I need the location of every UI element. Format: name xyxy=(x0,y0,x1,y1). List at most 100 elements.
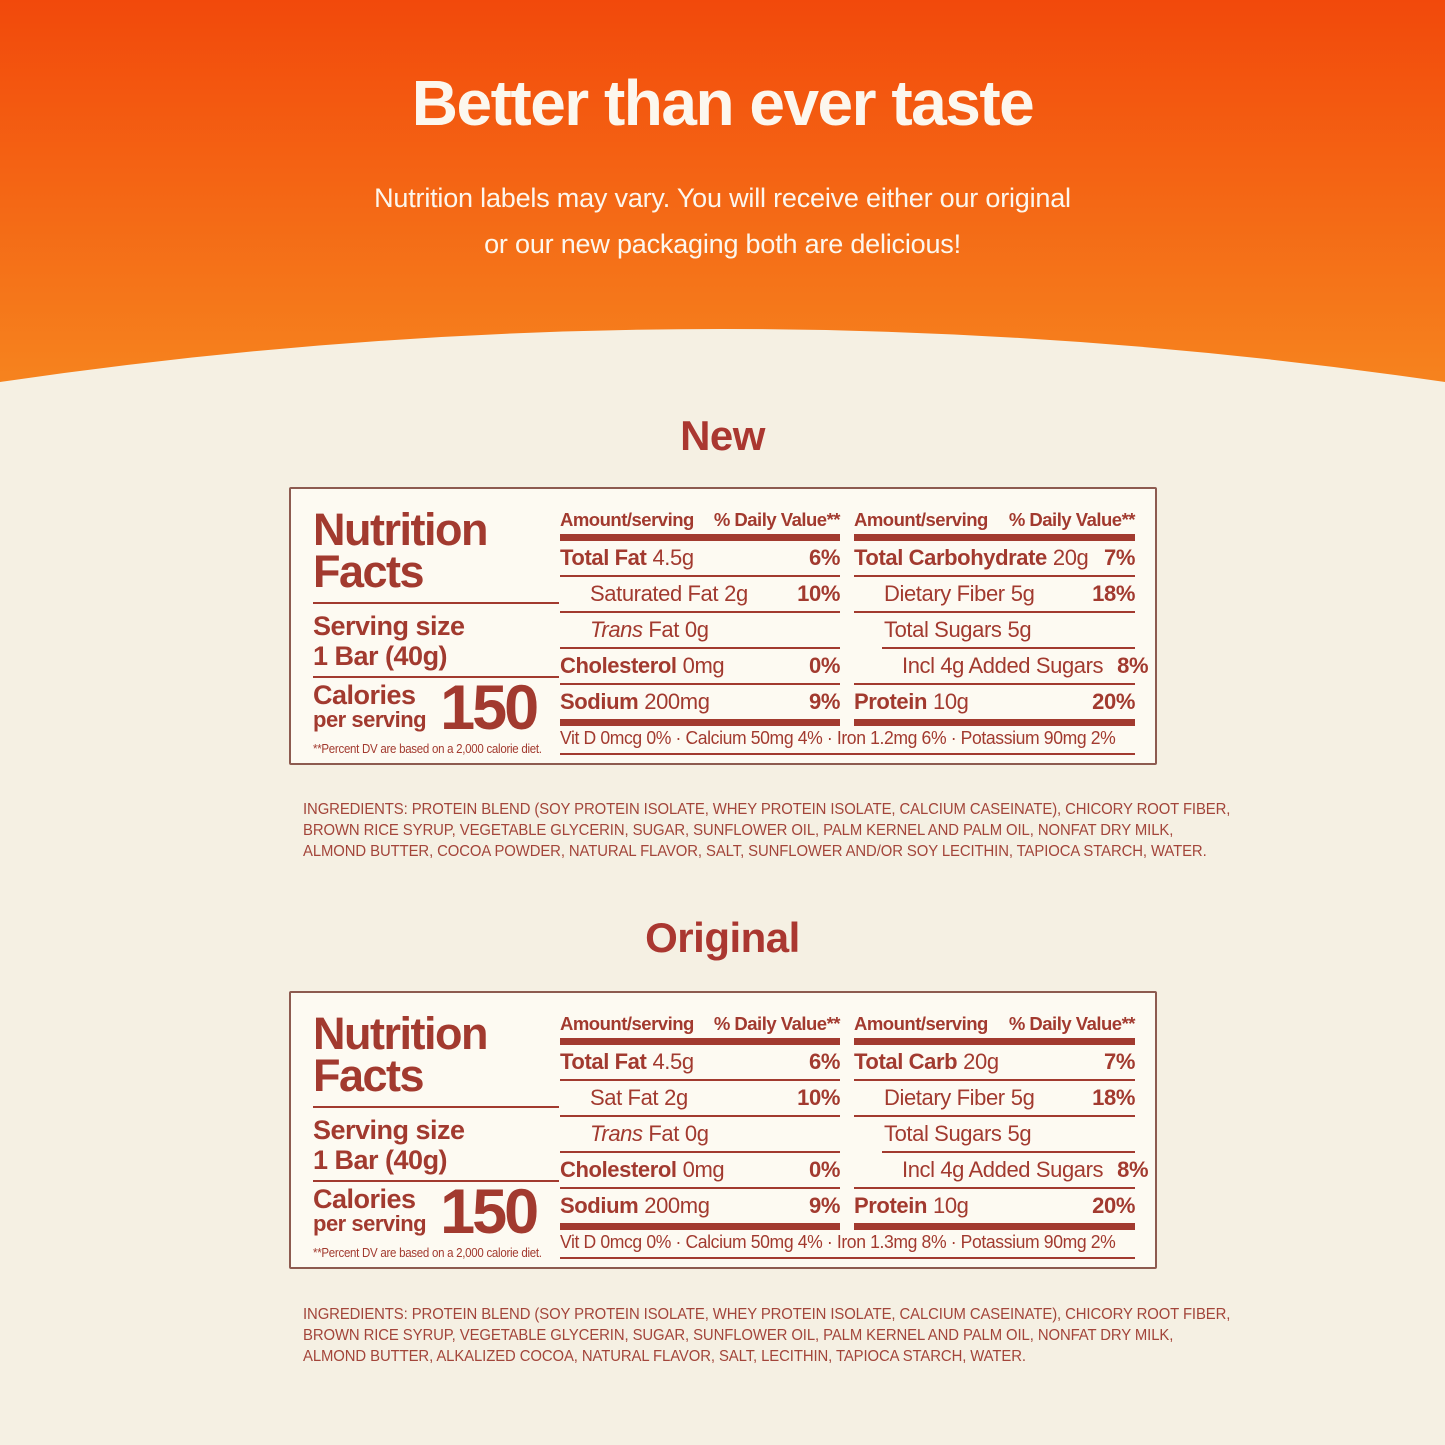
nutrition-row-sodium: Sodium 200mg 9% xyxy=(560,689,840,714)
amount-header: Amount/serving xyxy=(560,1013,694,1034)
serving-size-label: Serving size xyxy=(313,611,465,641)
daily-value-header: % Daily Value** xyxy=(713,1013,841,1034)
row-separator xyxy=(854,1079,1135,1081)
thick-bar xyxy=(854,1038,1135,1045)
percent-dv-footnote: **Percent DV are based on a 2,000 calori… xyxy=(313,742,542,756)
row-separator xyxy=(854,575,1135,577)
daily-value-header: % Daily Value** xyxy=(713,509,841,530)
nutrition-row-added-sugars: Incl 4g Added Sugars 8% xyxy=(902,1157,1149,1182)
subtitle-line-1: Nutrition labels may vary. You will rece… xyxy=(374,183,1071,213)
nutrition-row-total-sugars: Total Sugars 5g xyxy=(884,617,1032,642)
row-separator xyxy=(882,647,1135,649)
serving-size-value: 1 Bar (40g) xyxy=(313,641,448,671)
micronutrients-line: Vit D 0mcg 0% · Calcium 50mg 4% · Iron 1… xyxy=(560,1231,1116,1252)
row-separator xyxy=(560,647,840,649)
nutrition-facts-panel-original: Nutrition Facts Serving size 1 Bar (40g)… xyxy=(289,991,1157,1269)
section-heading-new: New xyxy=(680,412,765,459)
amount-header: Amount/serving xyxy=(854,509,988,530)
nutrition-facts-title-line1: Nutrition xyxy=(313,504,488,555)
nutrition-facts-title-line2: Facts xyxy=(313,1050,425,1101)
ingredients-line: ALMOND BUTTER, ALKALIZED COCOA, NATURAL … xyxy=(303,1348,1026,1365)
nutrition-row-saturated-fat: Saturated Fat 2g 10% xyxy=(590,581,840,606)
column-header: Amount/serving % Daily Value** xyxy=(854,509,1136,531)
ingredients-line: BROWN RICE SYRUP, VEGETABLE GLYCERIN, SU… xyxy=(303,822,1174,839)
calories-label-line2: per serving xyxy=(313,707,427,732)
thick-bar xyxy=(854,1223,1135,1230)
row-separator xyxy=(560,683,840,685)
row-separator xyxy=(560,575,840,577)
divider-line xyxy=(560,753,1135,755)
thick-bar xyxy=(560,1038,840,1045)
nutrition-facts-title-line1: Nutrition xyxy=(313,1008,488,1059)
serving-size-label: Serving size xyxy=(313,1115,465,1145)
nutrition-row-cholesterol: Cholesterol 0mg 0% xyxy=(560,653,840,678)
calories-label-line2: per serving xyxy=(313,1211,427,1236)
row-separator xyxy=(854,1187,1135,1189)
thick-bar xyxy=(854,719,1135,726)
subtitle-line-2: or our new packaging both are delicious! xyxy=(484,229,961,259)
nutrition-row-total-sugars: Total Sugars 5g xyxy=(884,1121,1032,1146)
nutrition-row-cholesterol: Cholesterol 0mg 0% xyxy=(560,1157,840,1182)
amount-header: Amount/serving xyxy=(560,509,694,530)
nutrition-row-total-fat: Total Fat 4.5g 6% xyxy=(560,545,840,570)
calories-row: Calories per serving 150 xyxy=(313,1177,559,1247)
divider-line xyxy=(560,1257,1135,1259)
ingredients-line: BROWN RICE SYRUP, VEGETABLE GLYCERIN, SU… xyxy=(303,1327,1174,1344)
nutrient-column-right: Amount/serving % Daily Value** Total Car… xyxy=(854,509,1149,726)
nutrition-row-protein: Protein 10g 20% xyxy=(854,1193,1135,1218)
nutrition-facts-title: Nutrition Facts xyxy=(313,1008,559,1101)
nutrient-column-right: Amount/serving % Daily Value** Total Car… xyxy=(854,1013,1149,1230)
column-header: Amount/serving % Daily Value** xyxy=(560,509,841,531)
nutrient-column-left: Amount/serving % Daily Value** Total Fat… xyxy=(560,509,841,726)
thick-bar xyxy=(854,534,1135,541)
percent-dv-footnote: **Percent DV are based on a 2,000 calori… xyxy=(313,1246,542,1260)
calories-value: 150 xyxy=(440,673,539,743)
nutrition-row-trans-fat: Trans Fat 0g xyxy=(590,617,709,642)
ingredients-new: INGREDIENTS: PROTEIN BLEND (SOY PROTEIN … xyxy=(303,799,1231,862)
row-separator xyxy=(882,1151,1135,1153)
amount-header: Amount/serving xyxy=(854,1013,988,1034)
nutrition-row-dietary-fiber: Dietary Fiber 5g 18% xyxy=(884,581,1135,606)
calories-label-line1: Calories xyxy=(313,1184,416,1214)
daily-value-header: % Daily Value** xyxy=(1008,509,1136,530)
row-separator xyxy=(854,1115,1135,1117)
micronutrients-line: Vit D 0mcg 0% · Calcium 50mg 4% · Iron 1… xyxy=(560,727,1116,748)
divider-line xyxy=(313,1106,559,1108)
nutrition-row-dietary-fiber: Dietary Fiber 5g 18% xyxy=(884,1085,1135,1110)
label-info-column: Nutrition Facts Serving size 1 Bar (40g)… xyxy=(313,501,559,756)
hero-curve xyxy=(0,0,1445,382)
row-separator xyxy=(854,611,1135,613)
serving-size-value: 1 Bar (40g) xyxy=(313,1145,448,1175)
ingredients-line: ALMOND BUTTER, COCOA POWDER, NATURAL FLA… xyxy=(303,843,1207,860)
daily-value-header: % Daily Value** xyxy=(1008,1013,1136,1034)
ingredients-line: INGREDIENTS: PROTEIN BLEND (SOY PROTEIN … xyxy=(303,801,1231,818)
nutrition-row-added-sugars: Incl 4g Added Sugars 8% xyxy=(902,653,1149,678)
nutrition-facts-title: Nutrition Facts xyxy=(313,504,559,597)
divider-line xyxy=(313,676,559,678)
nutrition-row-sat-fat: Sat Fat 2g 10% xyxy=(590,1085,840,1110)
page-title: Better than ever taste xyxy=(411,67,1035,139)
thick-bar xyxy=(560,534,840,541)
ingredients-line: INGREDIENTS: PROTEIN BLEND (SOY PROTEIN … xyxy=(303,1306,1231,1323)
nutrition-row-total-carb: Total Carb 20g 7% xyxy=(854,1049,1135,1074)
calories-label: Calories per serving xyxy=(313,1184,427,1236)
nutrition-row-trans-fat: Trans Fat 0g xyxy=(590,1121,709,1146)
calories-value: 150 xyxy=(440,1177,539,1247)
nutrition-facts-title-line2: Facts xyxy=(313,546,425,597)
label-info-column: Nutrition Facts Serving size 1 Bar (40g)… xyxy=(313,1005,559,1260)
nutrition-row-protein: Protein 10g 20% xyxy=(854,689,1135,714)
divider-line xyxy=(313,602,559,604)
calories-label: Calories per serving xyxy=(313,682,427,732)
column-header: Amount/serving % Daily Value** xyxy=(560,1013,841,1035)
ingredients-original: INGREDIENTS: PROTEIN BLEND (SOY PROTEIN … xyxy=(303,1304,1231,1367)
nutrition-row-total-fat: Total Fat 4.5g 6% xyxy=(560,1049,840,1074)
calories-row: Calories per serving 150 xyxy=(313,673,559,743)
nutrition-row-total-carbohydrate: Total Carbohydrate 20g 7% xyxy=(854,545,1135,570)
row-separator xyxy=(560,1079,840,1081)
thick-bar xyxy=(560,719,840,726)
row-separator xyxy=(560,1187,840,1189)
nutrition-facts-panel-new: Nutrition Facts Serving size 1 Bar (40g)… xyxy=(289,487,1157,765)
column-header: Amount/serving % Daily Value** xyxy=(854,1013,1136,1035)
nutrition-row-sodium: Sodium 200mg 9% xyxy=(560,1193,840,1218)
